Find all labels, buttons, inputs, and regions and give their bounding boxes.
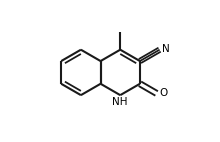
Text: N: N — [162, 44, 169, 54]
Text: NH: NH — [112, 97, 128, 106]
Text: O: O — [160, 88, 168, 98]
